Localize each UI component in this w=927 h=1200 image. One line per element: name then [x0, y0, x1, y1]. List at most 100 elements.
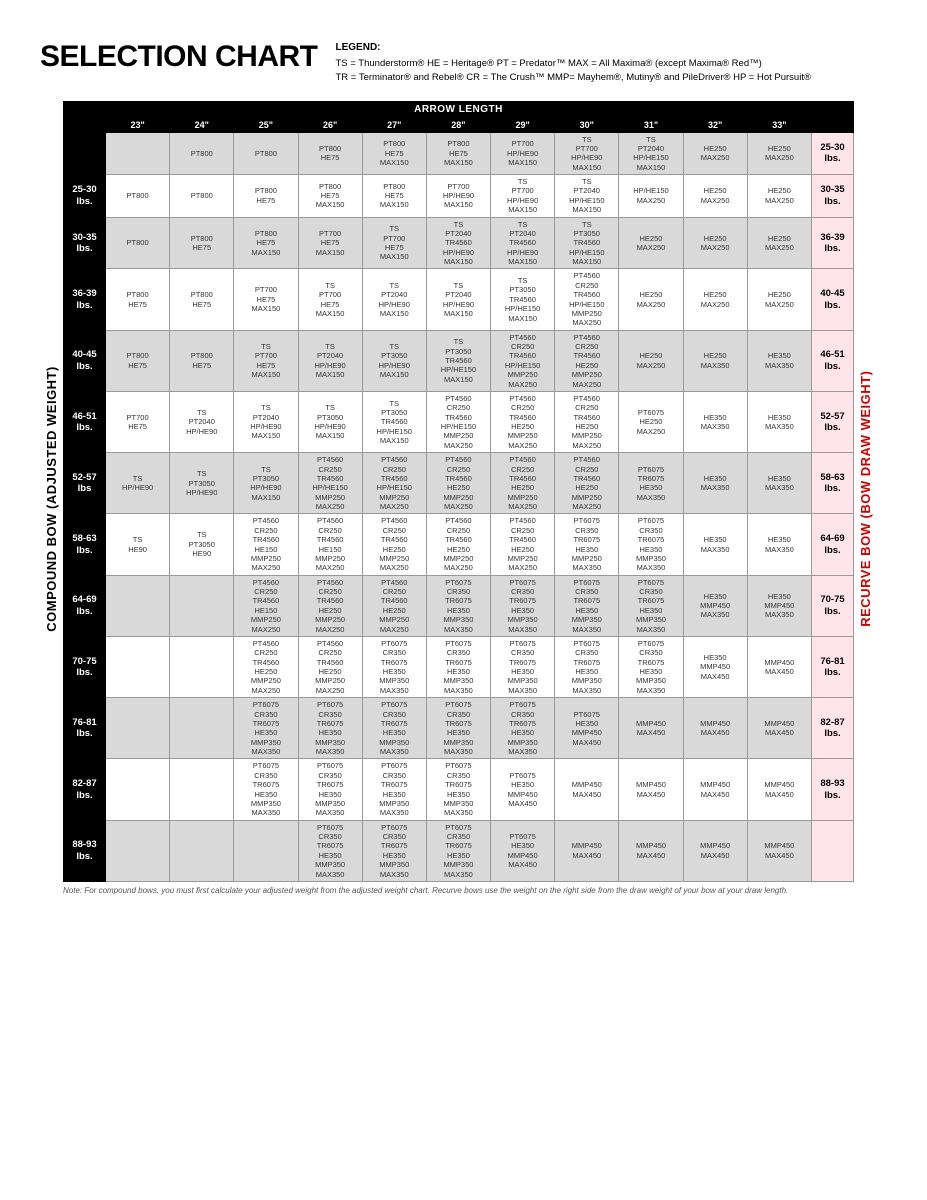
selection-cell: TSPT3050HE90	[170, 514, 234, 575]
selection-cell: PT800HE75MAX150	[426, 132, 490, 175]
selection-cell: HE350MMP450MAX450	[683, 636, 747, 697]
selection-cell: PT4560CR250TR4560HE250MMP250MAX250	[555, 453, 619, 514]
selection-cell: MMP450MAX450	[747, 759, 811, 820]
compound-weight-label: 46-51lbs.	[64, 391, 106, 452]
selection-cell: PT4560CR250TR4560HP/HE150MMP250MAX250	[298, 453, 362, 514]
selection-cell	[106, 575, 170, 636]
selection-cell: TSPT700HP/HE90MAX150	[555, 132, 619, 175]
selection-cell: PT700HE75MAX150	[234, 269, 298, 330]
selection-cell: PT800	[170, 175, 234, 218]
selection-cell: TSPT3050TR4560HP/HE150MAX150	[555, 217, 619, 269]
selection-cell: PT4560CR250TR4560HP/HE150MMP250MAX250	[491, 330, 555, 391]
recurve-weight-label: 70-75lbs.	[812, 575, 854, 636]
compound-weight-label: 30-35lbs.	[64, 217, 106, 269]
selection-cell: PT800HE75MAX150	[362, 132, 426, 175]
selection-table: ARROW LENGTH 23"24"25"26"27"28"29"30"31"…	[63, 101, 854, 882]
selection-cell: HE250MAX250	[683, 217, 747, 269]
selection-cell: PT6075CR350TR6075HE350MMP350MAX350	[298, 759, 362, 820]
selection-cell: PT6075TR6075HE350MAX350	[619, 453, 683, 514]
selection-cell: TSPT2040HP/HE90MAX150	[234, 391, 298, 452]
selection-cell: PT6075CR350TR6075HE350MMP350MAX350	[426, 636, 490, 697]
selection-cell: PT6075CR350TR6075HE350MMP250MAX350	[555, 514, 619, 575]
selection-cell: TSPT2040TR4560HP/HE90MAX150	[426, 217, 490, 269]
selection-cell: HE350MAX350	[747, 514, 811, 575]
selection-cell: HE250MAX250	[619, 269, 683, 330]
length-header: 23"	[106, 117, 170, 132]
recurve-weight-label: 52-57lbs.	[812, 391, 854, 452]
selection-cell: HE250MAX250	[747, 132, 811, 175]
compound-weight-label: 25-30lbs.	[64, 175, 106, 218]
footnote: Note: For compound bows, you must first …	[63, 886, 854, 896]
selection-cell	[170, 636, 234, 697]
recurve-weight-label: 82-87lbs.	[812, 698, 854, 759]
length-header: 26"	[298, 117, 362, 132]
selection-cell: PT800	[170, 132, 234, 175]
selection-cell: TSPT3050TR4560HP/HE150MAX150	[426, 330, 490, 391]
selection-cell: MMP450MAX450	[683, 759, 747, 820]
selection-cell: MMP450MAX450	[747, 636, 811, 697]
selection-cell: TSPT2040HP/HE150MAX150	[555, 175, 619, 218]
selection-cell: PT800HE75	[106, 269, 170, 330]
compound-weight-label: 88-93lbs.	[64, 820, 106, 881]
selection-cell: PT6075CR350TR6075HE350MMP350MAX350	[491, 636, 555, 697]
compound-weight-label	[64, 132, 106, 175]
selection-cell: PT6075CR350TR6075HE350MMP350MAX350	[491, 698, 555, 759]
selection-cell	[106, 759, 170, 820]
selection-cell: PT6075CR350TR6075HE350MMP350MAX350	[555, 636, 619, 697]
selection-cell: PT4560CR250TR4560HP/HE150MMP250MAX250	[555, 269, 619, 330]
selection-cell	[234, 820, 298, 881]
selection-cell: HE350MAX350	[683, 514, 747, 575]
selection-cell: HE350MAX350	[683, 453, 747, 514]
selection-cell: TSPT2040HP/HE90MAX150	[426, 269, 490, 330]
selection-cell	[106, 636, 170, 697]
selection-cell: MMP450MAX450	[619, 759, 683, 820]
selection-cell: HE350MAX350	[747, 391, 811, 452]
selection-cell	[106, 132, 170, 175]
selection-cell: HE250MAX250	[619, 330, 683, 391]
selection-cell: PT800HE75MAX150	[362, 175, 426, 218]
selection-cell: TSPT700HP/HE90MAX150	[491, 175, 555, 218]
selection-cell: PT4560CR250TR4560HP/HE150MMP250MAX250	[426, 391, 490, 452]
legend-line-2: TR = Terminator® and Rebel® CR = The Cru…	[336, 71, 811, 85]
selection-cell	[106, 820, 170, 881]
compound-weight-label: 58-63lbs.	[64, 514, 106, 575]
selection-cell: PT800	[106, 217, 170, 269]
selection-cell: TSPT3050HP/HE90MAX150	[234, 453, 298, 514]
selection-cell: PT4560CR250TR4560HE150MMP250MAX250	[298, 514, 362, 575]
selection-cell: PT6075CR350TR6075HE350MMP350MAX350	[426, 575, 490, 636]
selection-cell	[170, 759, 234, 820]
compound-weight-label: 64-69lbs.	[64, 575, 106, 636]
selection-cell: PT4560CR250TR4560HE250MMP250MAX250	[298, 575, 362, 636]
selection-cell: PT4560CR250TR4560HE250MMP250MAX250	[555, 391, 619, 452]
selection-cell: MMP450MAX450	[619, 820, 683, 881]
selection-cell: TSPT3050TR4560HP/HE150MAX150	[362, 391, 426, 452]
selection-cell: PT4560CR250TR4560HE150MMP250MAX250	[234, 514, 298, 575]
selection-cell: PT700HP/HE90MAX150	[426, 175, 490, 218]
selection-cell: TSPT700HE75MAX150	[298, 269, 362, 330]
selection-cell: PT6075CR350TR6075HE350MMP350MAX350	[491, 575, 555, 636]
selection-cell: PT6075HE250MAX250	[619, 391, 683, 452]
selection-cell: PT800HE75MAX150	[234, 217, 298, 269]
recurve-weight-label: 76-81lbs.	[812, 636, 854, 697]
length-header: 33"	[747, 117, 811, 132]
selection-cell: PT4560CR250TR4560HE250MMP250MAX250	[234, 636, 298, 697]
right-axis-label: RECURVE BOW (BOW DRAW WEIGHT)	[854, 101, 877, 897]
selection-cell: PT800HE75	[234, 175, 298, 218]
selection-cell: HE350MAX350	[747, 453, 811, 514]
selection-cell: TSPT3050TR4560HP/HE150MAX150	[491, 269, 555, 330]
selection-cell: TSPT2040HP/HE90	[170, 391, 234, 452]
selection-cell: PT4560CR250TR4560HE250MMP250MAX250	[491, 453, 555, 514]
selection-cell: PT6075HE350MMP450MAX450	[555, 698, 619, 759]
arrow-length-header: ARROW LENGTH	[106, 101, 812, 117]
selection-cell: PT6075CR350TR6075HE350MMP350MAX350	[298, 698, 362, 759]
selection-cell: TSPT2040HP/HE90MAX150	[298, 330, 362, 391]
selection-cell: TSHE90	[106, 514, 170, 575]
selection-cell: PT800	[234, 132, 298, 175]
selection-cell: PT4560CR250TR4560HE250MMP250MAX250	[298, 636, 362, 697]
selection-cell: HE250MAX250	[619, 217, 683, 269]
selection-cell: PT6075CR350TR6075HE350MMP350MAX350	[234, 698, 298, 759]
length-header: 27"	[362, 117, 426, 132]
selection-cell: MMP450MAX450	[555, 759, 619, 820]
recurve-weight-label: 30-35lbs.	[812, 175, 854, 218]
selection-cell: PT4560CR250TR4560HE250MMP250MAX250	[491, 514, 555, 575]
